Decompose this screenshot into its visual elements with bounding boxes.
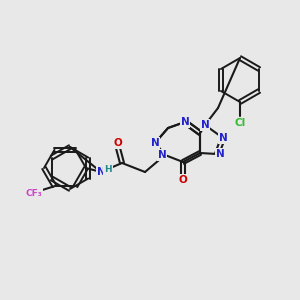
Text: N: N [181,117,189,127]
Text: N: N [151,138,159,148]
Text: H: H [104,166,112,175]
Text: N: N [216,149,224,159]
Text: O: O [114,138,122,148]
Text: CF₃: CF₃ [25,189,42,198]
Text: N: N [97,167,105,177]
Text: N: N [219,133,227,143]
Text: N: N [201,120,209,130]
Text: Cl: Cl [234,118,246,128]
Text: N: N [158,150,166,160]
Text: O: O [178,175,188,185]
